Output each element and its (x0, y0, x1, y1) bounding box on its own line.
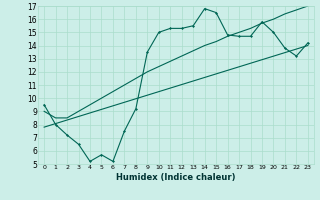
X-axis label: Humidex (Indice chaleur): Humidex (Indice chaleur) (116, 173, 236, 182)
